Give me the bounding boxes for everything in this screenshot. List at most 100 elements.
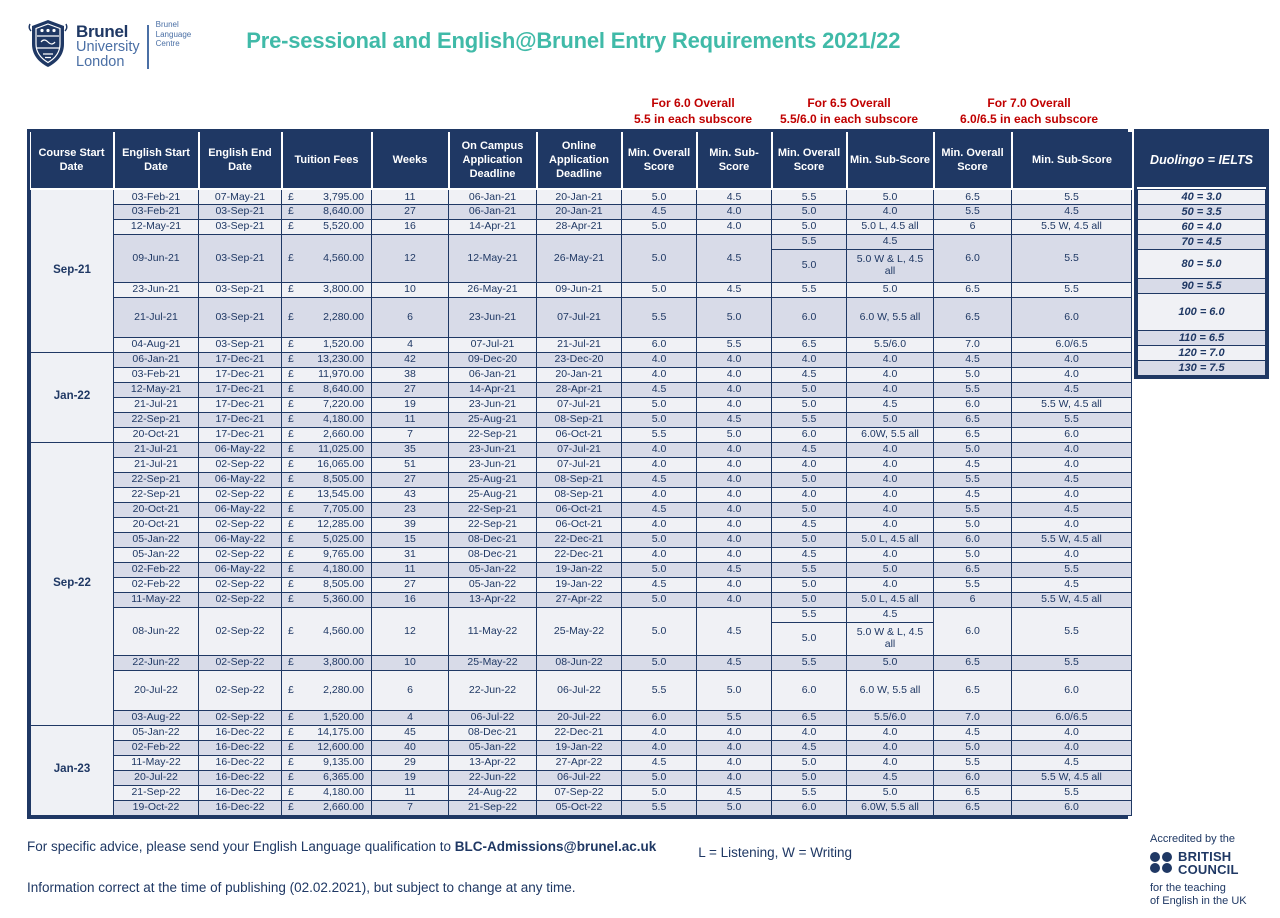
accreditation-subtext: for the teaching of English in the UK: [1150, 882, 1247, 908]
cell-on_campus_application_deadline: 08-Dec-21: [448, 531, 537, 548]
cell-weeks: 29: [371, 754, 449, 771]
cell-english_end_date: 16-Dec-22: [198, 799, 282, 816]
cell-english_end_date: 02-Sep-22: [198, 669, 282, 711]
column-header-min_sub_score_7_0: Min. Sub-Score: [1010, 132, 1132, 190]
brand-line1: Brunel: [76, 22, 129, 42]
cell-on_campus_application_deadline: 14-Apr-21: [448, 381, 537, 398]
table-row: 21-Jul-21 02-Sep-22 £16,065.00 51 23-Jun-21 0…: [31, 456, 1132, 473]
duolingo-conversion-cell: 110 = 6.5: [1137, 330, 1266, 346]
cell-min_overall_score_6_5: 6.0: [771, 799, 847, 816]
cell-english_end_date: 16-Dec-22: [198, 784, 282, 801]
table-row: 21-Jul-21 03-Sep-21 £2,280.00 6 23-Jun-21 07-…: [31, 296, 1132, 338]
cell-online_application_deadline: 06-Oct-21: [536, 516, 622, 533]
cell-english_start_date: 20-Jul-22: [113, 669, 199, 711]
cell-min_sub_score_7_0: 4.0: [1011, 351, 1132, 368]
cell-min_overall_score_7_0: 4.5: [933, 351, 1012, 368]
cell-online_application_deadline: 23-Dec-20: [536, 351, 622, 368]
cell-tuition_fees: £6,365.00: [281, 769, 372, 786]
cell-min_sub_score_6_0: 5.5: [696, 709, 772, 726]
cell-min_sub_score_6_0: 4.0: [696, 754, 772, 771]
table-row: 03-Feb-21 17-Dec-21 £11,970.00 38 06-Jan-21 2…: [31, 366, 1132, 383]
cell-min_sub_score_6_0: 4.0: [696, 486, 772, 503]
cell-min_sub_score_6_0: 5.0: [696, 426, 772, 443]
cell-english_start_date: 06-Jan-21: [113, 351, 199, 368]
cell-online_application_deadline: 07-Jul-21: [536, 296, 622, 338]
cell-min_sub_score_6_0: 5.0: [696, 669, 772, 711]
cell-min_overall_score_6_5: 5.5: [771, 561, 847, 578]
cell-english_end_date: 02-Sep-22: [198, 606, 282, 656]
cell-min_overall_score_7_0: 5.5: [933, 203, 1012, 220]
cell-weeks: 27: [371, 576, 449, 593]
cell-min_sub_score_6_0: 4.0: [696, 591, 772, 608]
cell-min_overall_score_6_5: 5.0: [771, 381, 847, 398]
cell-min_overall_score_7_0: 6.5: [933, 799, 1012, 816]
cell-english_end_date: 16-Dec-22: [198, 754, 282, 771]
cell-min_sub_score_7_0: 4.5: [1011, 754, 1132, 771]
cell-min_sub_score_6_5: 5.0 L, 4.5 all: [846, 531, 934, 548]
cell-english_start_date: 08-Jun-22: [113, 606, 199, 656]
cell-tuition_fees: £4,560.00: [281, 233, 372, 283]
cell-min_overall_score_6_0: 5.0: [621, 769, 697, 786]
table-row: 05-Jan-22 06-May-22 £5,025.00 15 08-Dec-21 22…: [31, 531, 1132, 548]
cell-english_start_date: 12-May-21: [113, 218, 199, 235]
cell-min_sub_score_7_0: 5.5: [1011, 411, 1132, 428]
page-header: Brunel University London Brunel Language…: [27, 18, 1280, 75]
cell-on_campus_application_deadline: 05-Jan-22: [448, 739, 537, 756]
cell-on_campus_application_deadline: 06-Jul-22: [448, 709, 537, 726]
cell-online_application_deadline: 20-Jan-21: [536, 188, 622, 205]
cell-min_sub_score_7_0: 6.0: [1011, 799, 1132, 816]
cell-online_application_deadline: 06-Jul-22: [536, 769, 622, 786]
cell-min_overall_score_6_5: 5.5 5.0: [771, 233, 847, 283]
cell-english_end_date: 06-May-22: [198, 471, 282, 488]
column-header-min_sub_score_6_5: Min. Sub-Score: [845, 132, 935, 190]
cell-on_campus_application_deadline: 25-Aug-21: [448, 486, 537, 503]
logo-divider: [146, 24, 149, 69]
cell-min_sub_score_6_5: 4.0: [846, 351, 934, 368]
cell-min_sub_score_6_5: 5.0: [846, 784, 934, 801]
cell-min_overall_score_6_5: 5.0: [771, 769, 847, 786]
cell-min_sub_score_7_0: 4.0: [1011, 516, 1132, 533]
cell-min_sub_score_6_0: 4.0: [696, 531, 772, 548]
cell-min_overall_score_7_0: 4.5: [933, 456, 1012, 473]
cell-tuition_fees: £16,065.00: [281, 456, 372, 473]
cell-min_overall_score_6_5: 5.0: [771, 471, 847, 488]
column-header-online_application_deadline: Online Application Deadline: [535, 132, 623, 190]
cell-min_overall_score_7_0: 5.5: [933, 576, 1012, 593]
cell-min_overall_score_7_0: 5.5: [933, 754, 1012, 771]
cell-weeks: 19: [371, 769, 449, 786]
cell-min_sub_score_6_0: 4.0: [696, 516, 772, 533]
cell-min_sub_score_6_5: 5.5/6.0: [846, 336, 934, 353]
cell-tuition_fees: £5,025.00: [281, 531, 372, 548]
duolingo-row: 50 = 3.5: [1137, 204, 1266, 220]
cell-english_start_date: 02-Feb-22: [113, 739, 199, 756]
cell-tuition_fees: £2,660.00: [281, 426, 372, 443]
cell-min_sub_score_6_5: 6.0W, 5.5 all: [846, 426, 934, 443]
cell-on_campus_application_deadline: 22-Sep-21: [448, 426, 537, 443]
cell-min_sub_score_6_5: 4.0: [846, 724, 934, 741]
cell-min_overall_score_6_0: 5.5: [621, 669, 697, 711]
cell-on_campus_application_deadline: 25-Aug-21: [448, 471, 537, 488]
cell-min_sub_score_7_0: 4.0: [1011, 456, 1132, 473]
cell-english_end_date: 02-Sep-22: [198, 654, 282, 671]
table-row: 22-Sep-21 06-May-22 £8,505.00 27 25-Aug-21 08…: [31, 471, 1132, 488]
cell-english_start_date: 21-Jul-21: [113, 441, 199, 458]
cell-min_sub_score_6_5: 5.5/6.0: [846, 709, 934, 726]
cell-min_sub_score_7_0: 5.5: [1011, 561, 1132, 578]
duolingo-table-frame: Duolingo = IELTS 40 = 3.0 50 = 3.5 60 = 4.…: [1134, 129, 1269, 379]
cell-on_campus_application_deadline: 24-Aug-22: [448, 784, 537, 801]
cell-min_overall_score_6_0: 5.0: [621, 233, 697, 283]
cell-min_sub_score_7_0: 5.5: [1011, 784, 1132, 801]
cell-english_end_date: 16-Dec-22: [198, 739, 282, 756]
cell-weeks: 11: [371, 188, 449, 205]
cell-on_campus_application_deadline: 25-May-22: [448, 654, 537, 671]
cell-min_overall_score_7_0: 6.5: [933, 669, 1012, 711]
cell-min_overall_score_7_0: 4.5: [933, 486, 1012, 503]
cell-on_campus_application_deadline: 08-Dec-21: [448, 724, 537, 741]
cell-min_overall_score_7_0: 6.0: [933, 531, 1012, 548]
duolingo-row: 40 = 3.0: [1137, 189, 1266, 205]
brunel-crest-icon: [27, 18, 69, 75]
cell-min_sub_score_6_0: 4.0: [696, 456, 772, 473]
table-row: 20-Jul-22 02-Sep-22 £2,280.00 6 22-Jun-22 06-…: [31, 669, 1132, 711]
cell-weeks: 6: [371, 669, 449, 711]
cell-tuition_fees: £4,180.00: [281, 784, 372, 801]
